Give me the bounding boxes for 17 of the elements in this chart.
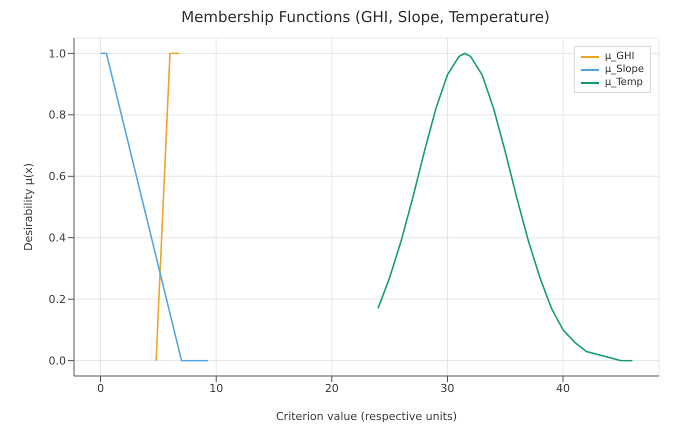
y-tick-label: 0.0 — [48, 354, 66, 368]
legend-label: μ_Slope — [604, 63, 644, 76]
legend-label: μ_Temp — [604, 76, 643, 89]
y-tick-label: 0.8 — [48, 108, 66, 122]
y-tick-label: 0.2 — [48, 293, 66, 306]
y-tick-label: 0.6 — [48, 170, 66, 184]
x-tick-label: 40 — [556, 382, 570, 395]
y-tick-label: 0.4 — [48, 232, 66, 245]
chart-title: Membership Functions (GHI, Slope, Temperature) — [180, 8, 551, 28]
y-tick-label: 1.0 — [48, 47, 66, 60]
x-axis-title: Criterion value (respective units) — [276, 410, 458, 423]
legend-label: μ_GHI — [604, 50, 634, 63]
x-tick-label: 10 — [209, 382, 224, 395]
x-tick-label: 0 — [97, 382, 104, 395]
x-tick-label: 20 — [324, 382, 339, 395]
y-axis-title: Desirability μ(x) — [22, 163, 35, 251]
x-tick-label: 30 — [440, 382, 454, 395]
